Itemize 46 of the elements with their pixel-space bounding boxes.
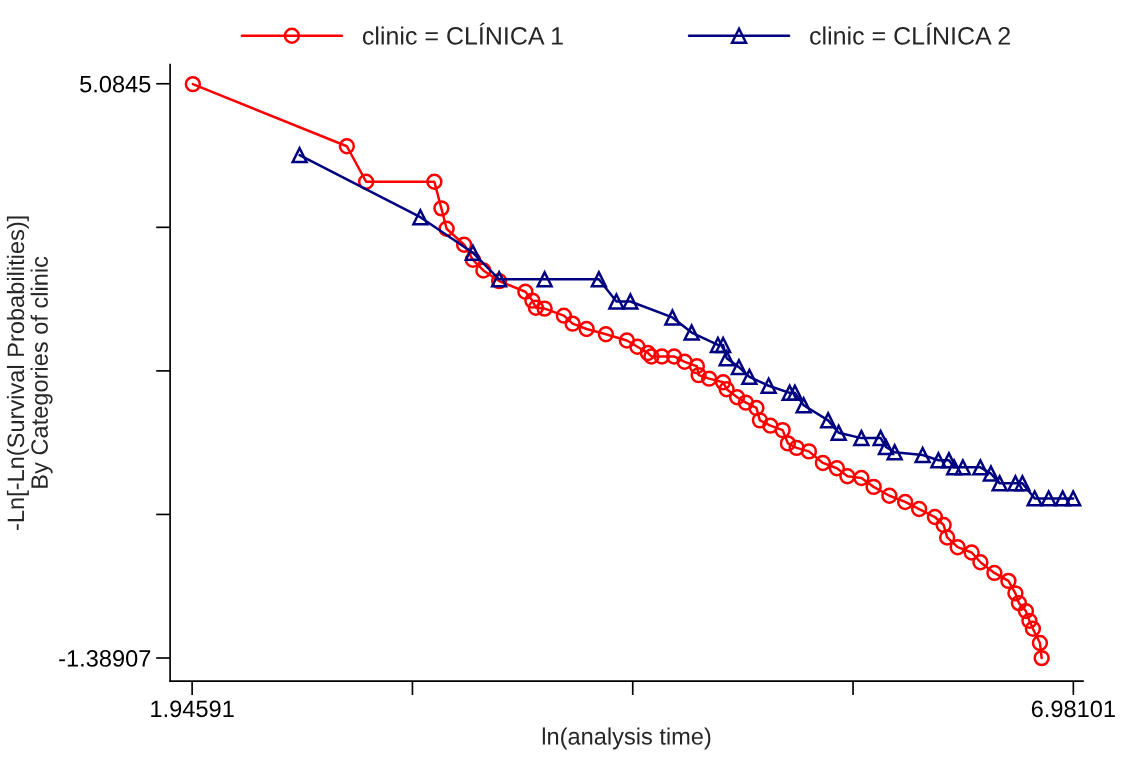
point	[622, 293, 639, 310]
y-tick-label: 5.0845	[80, 75, 151, 93]
point	[291, 146, 308, 164]
point	[536, 271, 553, 288]
x-axis-title: ln(analysis time)	[542, 727, 711, 750]
point	[741, 368, 758, 386]
point	[872, 429, 889, 447]
point	[982, 465, 1000, 482]
point	[886, 444, 903, 461]
y-tick-label: -1.38907	[59, 650, 151, 667]
point	[1064, 490, 1082, 507]
point	[991, 475, 1008, 492]
point	[412, 209, 429, 226]
point	[760, 377, 777, 394]
point	[940, 452, 958, 469]
point	[1014, 475, 1031, 492]
point	[714, 336, 732, 354]
point	[972, 459, 989, 476]
point	[781, 384, 798, 402]
legend-label: clinic = CLÍNICA 1	[362, 22, 563, 45]
x-tick-label: 6.98101	[1031, 700, 1115, 718]
point	[683, 324, 700, 341]
point	[464, 244, 482, 261]
point	[853, 429, 870, 447]
point	[786, 384, 804, 402]
x-tick-label: 1.94591	[151, 700, 234, 718]
point	[664, 309, 681, 326]
point	[1007, 475, 1024, 492]
point	[1054, 490, 1071, 507]
point	[1040, 490, 1057, 507]
point	[718, 350, 735, 367]
point	[608, 293, 625, 310]
point	[819, 412, 837, 429]
point	[945, 459, 963, 476]
y-axis-title: -Ln[-Ln(Survival Probabilities)] By Categories of clinic	[6, 216, 53, 530]
point	[590, 271, 608, 288]
point	[914, 446, 931, 464]
point	[795, 397, 812, 414]
point	[830, 424, 847, 441]
legend-label: clinic = CLÍNICA 2	[810, 22, 1010, 45]
point	[709, 336, 727, 354]
point	[1026, 490, 1043, 507]
point	[877, 438, 895, 456]
point	[730, 358, 748, 376]
point	[954, 459, 972, 476]
point	[930, 452, 947, 469]
